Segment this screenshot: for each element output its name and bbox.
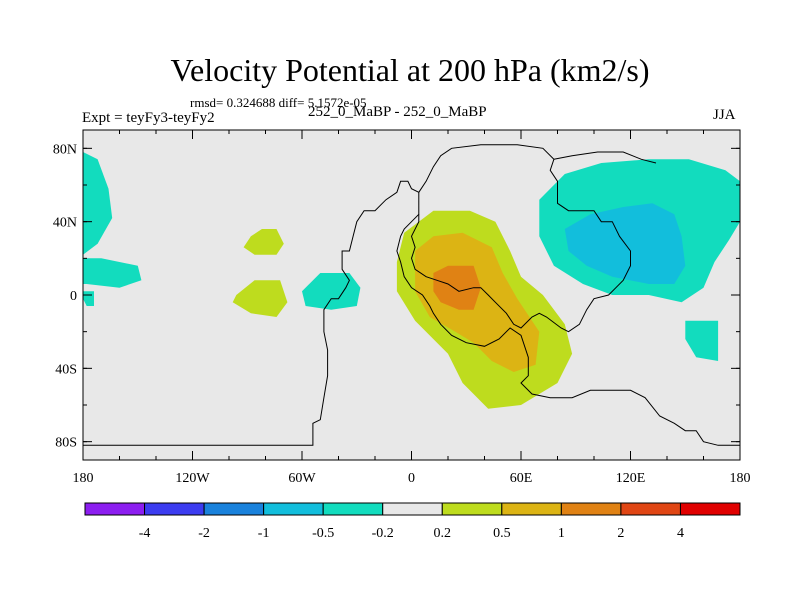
x-tick-label: 180 (730, 471, 751, 486)
contour-region-8 (232, 280, 288, 317)
colorbar-label: 0.2 (434, 526, 452, 541)
contour-region-0 (83, 152, 113, 255)
y-tick-label: 40S (55, 362, 77, 377)
chart-title: Velocity Potential at 200 hPa (km2/s) (170, 52, 650, 88)
colorbar-swatch (679, 502, 741, 516)
stats-label: rmsd= 0.324688 diff= 5.1572e-05 (190, 95, 367, 110)
colorbar-label: -4 (139, 526, 151, 541)
y-tick-label: 80S (55, 436, 77, 451)
season-label: JJA (713, 107, 736, 123)
colorbar-swatch (441, 502, 503, 516)
coastline-1 (410, 144, 631, 333)
colorbar-swatch (144, 502, 205, 516)
y-tick-label: 80N (53, 142, 77, 157)
y-tick-label: 40N (53, 216, 77, 231)
x-tick-label: 60E (510, 471, 533, 486)
colorbar-label: 0.5 (493, 526, 511, 541)
coastline-0 (83, 180, 740, 446)
contour-region-1 (83, 258, 142, 288)
colorbar-swatch (203, 502, 265, 516)
colorbar-label: 2 (617, 526, 624, 541)
colorbar-label: -1 (258, 526, 270, 541)
colorbar-swatch (382, 502, 443, 516)
contour-region-3 (302, 273, 361, 310)
contour-region-5 (685, 320, 719, 361)
case-label: 252_0_MaBP - 252_0_MaBP (308, 104, 487, 120)
colorbar-label: 1 (558, 526, 565, 541)
colorbar-swatch (560, 502, 622, 516)
colorbar-swatch (84, 502, 146, 516)
x-tick-label: 120E (616, 471, 646, 486)
x-tick-label: 120W (175, 471, 210, 486)
colorbar-swatch (263, 502, 324, 516)
contour-region-7 (243, 229, 284, 255)
experiment-label: Expt = teyFy3-teyFy2 (82, 110, 215, 126)
x-tick-label: 180 (73, 471, 94, 486)
colorbar-label: -0.5 (312, 526, 334, 541)
colorbar-label: 4 (677, 526, 684, 541)
y-tick-label: 0 (70, 289, 77, 304)
colorbar-swatch (322, 502, 384, 516)
colorbar-swatch (620, 502, 681, 516)
coastline-2 (553, 151, 657, 164)
x-tick-label: 60W (288, 471, 316, 486)
colorbar-swatch (501, 502, 562, 516)
x-tick-label: 0 (408, 471, 415, 486)
contour-region-11 (433, 265, 481, 310)
colorbar-label: -0.2 (372, 526, 394, 541)
colorbar-label: -2 (198, 526, 210, 541)
